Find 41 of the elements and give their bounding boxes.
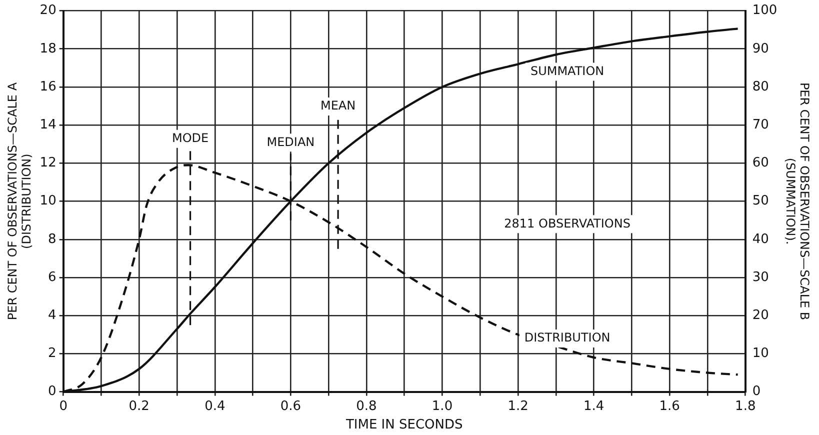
annotation: 2811 OBSERVATIONS [504,216,630,230]
x-tick-label: 0.6 [280,398,302,414]
y2-tick-label: 30 [752,270,769,285]
y2-tick-label: 90 [752,41,769,56]
y-tick-label: 0 [48,384,56,400]
y-tick-label: 8 [48,232,56,247]
series-label: DISTRIBUTION [524,330,610,345]
ref-line-label: MEAN [320,98,356,113]
y-axis-title: PER CENT OF OBSERVATIONS—SCALE A (DISTRIBUTION) [5,82,34,320]
y-tick-label: 2 [48,346,56,362]
x-tick-label: 1.2 [508,398,528,414]
y2-tick-label: 100 [752,3,778,18]
ref-line-label: MEDIAN [266,134,315,149]
x-tick-label: 1.4 [583,398,604,414]
y2-tick-label: 80 [752,79,769,94]
y2-tick-label: 10 [752,346,769,362]
x-axis-title: TIME IN SECONDS [344,418,463,433]
y2-tick-label: 0 [752,384,761,400]
y-tick-label: 16 [40,79,56,94]
y2-axis-title: PER CENT OF OBSERVATIONS—SCALE B (SUMMATION). [783,82,812,320]
x-tick-label: 1.8 [735,398,756,414]
y2-tick-label: 70 [752,117,769,132]
y-tick-label: 18 [40,41,56,56]
x-tick-label: 1.0 [432,398,453,414]
y-tick-label: 6 [48,270,56,285]
y2-tick-label: 60 [752,156,769,171]
series-label: SUMMATION [530,64,604,78]
y-tick-label: 4 [48,308,56,323]
y2-tick-label: 50 [752,194,769,209]
y-tick-label: 10 [40,194,56,209]
x-tick-label: 1.6 [659,398,680,414]
y-tick-label: 14 [40,117,56,132]
x-tick-label: 0.2 [128,398,150,414]
x-tick-label: 0 [59,398,68,414]
y-tick-label: 20 [40,3,56,18]
y-tick-label: 12 [40,156,56,171]
x-tick-label: 0.8 [356,398,377,414]
y2-tick-label: 20 [752,308,769,323]
ref-line-label: MODE [172,130,209,145]
x-tick-label: 0.4 [204,398,226,414]
y2-tick-label: 40 [752,232,769,247]
